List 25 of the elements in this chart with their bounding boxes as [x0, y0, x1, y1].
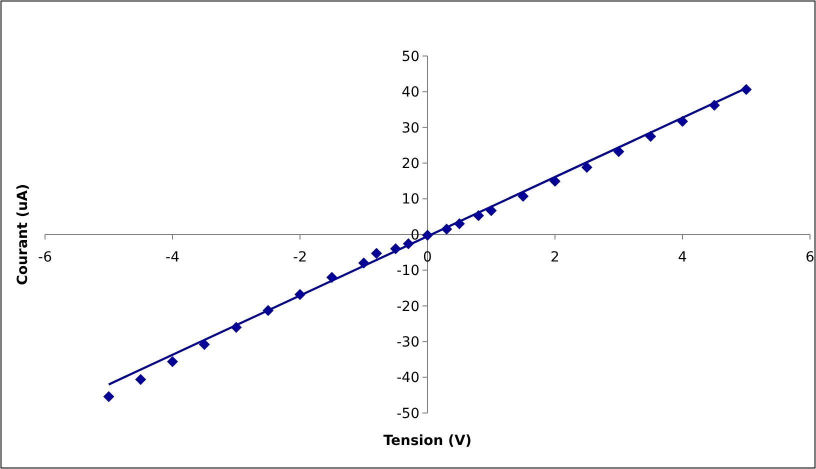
y-tick-label: 20 [402, 156, 420, 172]
point [135, 374, 146, 385]
y-tick-label: 50 [402, 48, 420, 65]
point [581, 162, 592, 173]
y-tick-label: -30 [396, 334, 420, 350]
x-tick-label: 2 [550, 250, 560, 266]
x-tick-label: -6 [38, 250, 52, 266]
y-tick-label: -10 [396, 263, 420, 280]
point [103, 391, 114, 402]
x-axis-title: Tension (V) [383, 433, 472, 449]
y-tick-label: -40 [396, 370, 420, 386]
point [371, 248, 382, 259]
y-tick-label: -50 [396, 406, 420, 422]
y-axis-title: Courant (uA) [15, 184, 31, 286]
x-tick-label: 6 [806, 250, 815, 266]
y-tick-label: 10 [402, 192, 420, 208]
y-tick-label: 30 [402, 120, 420, 136]
point [167, 356, 178, 368]
x-tick-label: 4 [678, 250, 688, 266]
y-tick-label: -20 [396, 298, 420, 315]
x-tick-label: -2 [293, 250, 307, 266]
y-tick-label: 0 [410, 227, 420, 244]
y-tick-label: 40 [402, 84, 420, 101]
x-tick-label: 0 [423, 250, 432, 266]
x-tick-label: -4 [166, 250, 180, 266]
